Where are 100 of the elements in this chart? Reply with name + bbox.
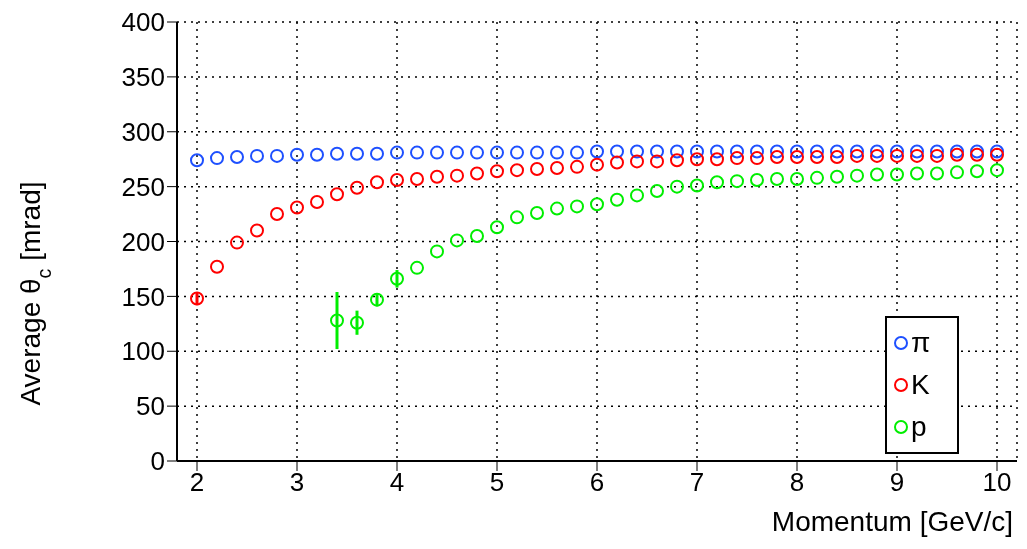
point [210,259,224,274]
point [210,151,224,166]
x-tick-label: 4 [389,467,405,498]
point [910,166,924,181]
point [850,144,864,159]
point [730,151,744,166]
point [910,148,924,163]
point [710,144,724,159]
point [870,144,884,159]
point [450,168,464,183]
point [630,154,644,169]
point [590,197,604,212]
point [850,148,864,163]
point [490,145,504,160]
point [370,175,384,190]
x-tick-label: 8 [789,467,805,498]
legend-label: K [911,369,930,401]
point [430,169,444,184]
point [870,148,884,163]
legend-label: p [911,411,927,443]
point [670,179,684,194]
point [270,148,284,163]
point [710,175,724,190]
point [890,144,904,159]
point [670,153,684,168]
point [590,157,604,172]
point [690,152,704,167]
point [310,194,324,209]
point [550,160,564,175]
point [350,180,364,195]
point [450,233,464,248]
point [470,229,484,244]
point [510,210,524,225]
y-tick-label: 300 [121,116,165,147]
x-axis-title: Momentum [GeV/c] [771,506,1013,537]
point [410,260,424,275]
point [850,168,864,183]
point [510,145,524,160]
point [770,171,784,186]
point [870,167,884,182]
point [390,173,404,188]
x-tick-label: 3 [289,467,305,498]
point [350,315,364,330]
point [510,163,524,178]
point [390,145,404,160]
point [750,144,764,159]
y-tick-label: 150 [121,281,165,312]
point [330,187,344,202]
point [790,144,804,159]
point [330,146,344,161]
point [790,149,804,164]
y-tick-label: 0 [150,446,165,477]
x-tick-label: 10 [982,467,1012,498]
point [590,144,604,159]
point [450,145,464,160]
x-tick-label: 9 [889,467,905,498]
point [290,147,304,162]
point [650,154,664,169]
point [830,144,844,159]
point [230,149,244,164]
point [530,162,544,177]
point [550,201,564,216]
point [970,164,984,179]
point [950,165,964,180]
point [670,144,684,159]
point [890,148,904,163]
point [810,144,824,159]
point [370,146,384,161]
y-tick-label: 200 [121,226,165,257]
point [810,170,824,185]
point [190,291,204,306]
point [250,148,264,163]
point [690,144,704,159]
point [490,220,504,235]
point [610,155,624,170]
point [710,152,724,167]
x-tick-label: 6 [589,467,605,498]
point [330,313,344,328]
point [630,144,644,159]
point [930,166,944,181]
point [650,144,664,159]
y-tick-label: 400 [121,7,165,38]
point [410,171,424,186]
point [530,205,544,220]
point [730,144,744,159]
x-tick-label: 2 [189,467,205,498]
x-tick-label: 5 [489,467,505,498]
point [810,149,824,164]
point [750,173,764,188]
point [910,144,924,159]
point [530,145,544,160]
point [570,199,584,214]
point [370,292,384,307]
x-tick-label: 7 [689,467,705,498]
point [930,148,944,163]
point [350,146,364,161]
point [490,164,504,179]
point [650,184,664,199]
point [790,171,804,186]
point [750,151,764,166]
